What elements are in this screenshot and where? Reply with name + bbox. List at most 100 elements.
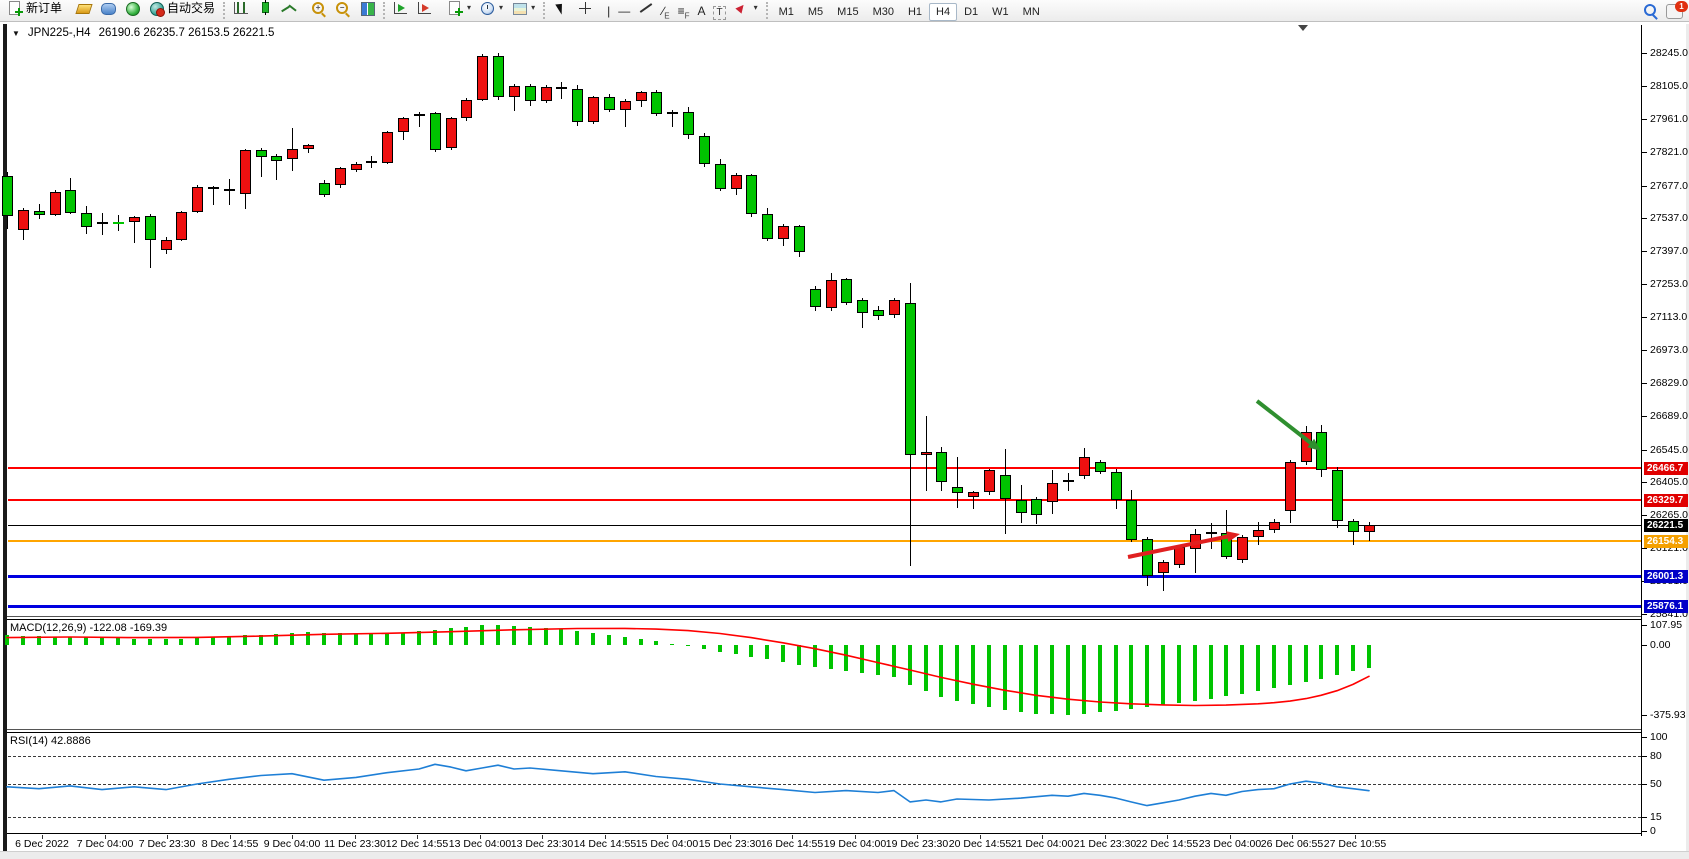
- horizontal-line-26221.5[interactable]: [8, 525, 1641, 526]
- candle: [176, 212, 187, 240]
- time-axis-label[interactable]: 6 Dec 2022: [15, 838, 69, 850]
- candle: [81, 212, 92, 227]
- templates-button[interactable]: ▾: [507, 0, 539, 18]
- notifications-icon[interactable]: 1: [1666, 0, 1688, 19]
- macd-bar: [654, 641, 658, 645]
- time-axis-label[interactable]: 14 Dec 14:55: [573, 838, 637, 850]
- text-label-button[interactable]: T: [709, 3, 729, 23]
- time-axis-label[interactable]: 20 Dec 14:55: [948, 838, 1012, 850]
- timeframe-mn[interactable]: MN: [1022, 5, 1040, 18]
- macd-bar: [1256, 645, 1260, 691]
- candle: [256, 150, 267, 157]
- timeframe-m15[interactable]: M15: [837, 5, 859, 18]
- time-axis-label[interactable]: 21 Dec 23:30: [1073, 838, 1137, 850]
- price-axis-label: 28105.0: [1650, 80, 1688, 92]
- timeframe-h4[interactable]: H4: [929, 2, 958, 21]
- price-axis-label: 28245.0: [1650, 47, 1688, 59]
- horizontal-line-button[interactable]: —: [614, 1, 634, 21]
- timeframe-m1[interactable]: M1: [778, 5, 794, 18]
- time-axis-tick: [792, 835, 793, 839]
- candlestick-chart-button[interactable]: [253, 0, 277, 18]
- auto-scroll-button[interactable]: [389, 0, 413, 18]
- zoom-out-button[interactable]: −: [331, 0, 355, 18]
- vertical-line-button[interactable]: |: [603, 1, 614, 21]
- macd-bar: [417, 631, 421, 645]
- horizontal-line-26001.3[interactable]: [8, 575, 1641, 578]
- horizontal-line-26466.7[interactable]: [8, 467, 1641, 469]
- rsi-panel-separator[interactable]: [7, 729, 1641, 730]
- new-chart-icon: [447, 0, 464, 16]
- new-chart-button[interactable]: ▾: [443, 0, 475, 18]
- candle: [145, 216, 156, 241]
- horizontal-line-25876.1[interactable]: [8, 605, 1641, 608]
- macd-bar: [1319, 645, 1323, 679]
- doji-dash: [113, 222, 124, 225]
- publish-button[interactable]: [96, 0, 120, 18]
- search-icon[interactable]: [1644, 4, 1658, 18]
- zoom-in-button[interactable]: +: [307, 0, 331, 18]
- price-axis-tick: [1642, 317, 1647, 318]
- time-axis-label[interactable]: 7 Dec 04:00: [76, 838, 134, 850]
- macd-bar: [955, 645, 959, 701]
- timeframe-buttons: M1 M5 M15 M30 H1 H4 D1 W1 MN: [772, 2, 1047, 21]
- text-button[interactable]: A: [693, 1, 709, 21]
- time-axis-label[interactable]: 11 Dec 23:30: [324, 838, 386, 850]
- macd-bar: [718, 645, 722, 652]
- notification-badge: 1: [1675, 0, 1688, 12]
- time-axis-label[interactable]: 23 Dec 04:00: [1198, 838, 1262, 850]
- timeframe-w1[interactable]: W1: [992, 5, 1009, 18]
- time-axis-label[interactable]: 13 Dec 04:00: [448, 838, 512, 850]
- candle: [2, 175, 13, 217]
- periods-button[interactable]: ▾: [475, 0, 507, 18]
- crosshair-button[interactable]: [573, 0, 597, 18]
- time-axis-label[interactable]: 27 Dec 10:55: [1323, 838, 1387, 850]
- channel-button[interactable]: ∕E: [658, 3, 673, 23]
- doji-dash: [224, 188, 235, 191]
- price-axis-tick: [1642, 383, 1647, 384]
- price-axis-label: 27677.0: [1650, 180, 1688, 192]
- history-button[interactable]: [72, 0, 96, 18]
- time-axis-label[interactable]: 15 Dec 23:30: [698, 838, 762, 850]
- collapse-icon[interactable]: ▼: [12, 28, 20, 38]
- macd-bar: [148, 638, 152, 645]
- time-axis-label[interactable]: 12 Dec 14:55: [385, 838, 449, 850]
- time-axis-label[interactable]: 13 Dec 23:30: [510, 838, 574, 850]
- time-axis-label[interactable]: 26 Dec 06:55: [1260, 838, 1324, 850]
- horizontal-line-26329.7[interactable]: [8, 499, 1641, 501]
- macd-bar: [813, 645, 817, 668]
- candle: [604, 97, 615, 111]
- timeframe-d1[interactable]: D1: [964, 5, 979, 18]
- time-axis-label[interactable]: 8 Dec 14:55: [201, 838, 259, 850]
- fibonacci-button[interactable]: ≡F: [674, 3, 694, 23]
- macd-bar: [987, 645, 991, 708]
- auto-trading-button[interactable]: 自动交易: [144, 0, 219, 18]
- trendline-button[interactable]: [634, 0, 658, 18]
- signals-button[interactable]: [120, 0, 144, 18]
- macd-bar: [322, 632, 326, 645]
- tile-windows-button[interactable]: [355, 0, 379, 18]
- candle: [50, 191, 61, 216]
- time-axis-label[interactable]: 15 Dec 04:00: [635, 838, 699, 850]
- timeframe-m5[interactable]: M5: [807, 5, 824, 18]
- time-axis-label[interactable]: 19 Dec 04:00: [823, 838, 887, 850]
- timeframe-m30[interactable]: M30: [872, 5, 894, 18]
- horizontal-line-26154.3[interactable]: [8, 540, 1641, 542]
- time-axis-label[interactable]: 16 Dec 14:55: [760, 838, 824, 850]
- bar-chart-button[interactable]: [229, 0, 253, 18]
- arrows-button[interactable]: ▾: [730, 0, 762, 18]
- time-axis-label[interactable]: 7 Dec 23:30: [138, 838, 196, 850]
- line-chart-button[interactable]: [277, 0, 301, 18]
- timeframe-h1[interactable]: H1: [907, 5, 923, 18]
- macd-bar: [1019, 645, 1023, 712]
- time-axis-label[interactable]: 19 Dec 23:30: [885, 838, 949, 850]
- cursor-button[interactable]: [549, 0, 573, 18]
- time-axis-label[interactable]: 21 Dec 04:00: [1010, 838, 1074, 850]
- macd-bar: [1193, 645, 1197, 701]
- chart-shift-button[interactable]: [413, 0, 437, 18]
- macd-panel-separator[interactable]: [7, 616, 1641, 617]
- time-axis-label[interactable]: 9 Dec 04:00: [263, 838, 321, 850]
- candle: [34, 210, 45, 216]
- new-order-button[interactable]: 新订单: [3, 0, 66, 18]
- time-axis-label[interactable]: 22 Dec 14:55: [1135, 838, 1199, 850]
- candle-wick: [1163, 559, 1164, 592]
